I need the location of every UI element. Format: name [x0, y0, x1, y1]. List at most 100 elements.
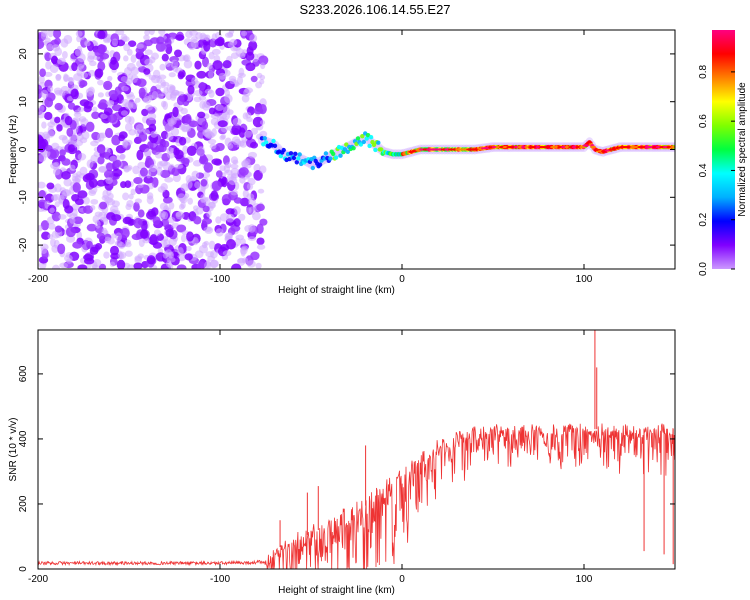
noise-blob: [194, 60, 202, 70]
noise-blob: [167, 216, 176, 224]
noise-blob: [99, 201, 108, 210]
noise-blob: [180, 157, 190, 165]
noise-blob: [83, 105, 92, 113]
noise-blob: [223, 106, 231, 116]
colorbar-tick-label: 0.6: [698, 114, 709, 128]
noise-blob: [159, 202, 168, 211]
noise-blob: [146, 192, 154, 200]
noise-blob: [221, 176, 228, 188]
noise-blob: [199, 32, 207, 41]
noise-blob: [105, 176, 113, 185]
noise-blob: [198, 95, 207, 101]
noise-blob: [56, 124, 63, 132]
noise-blob: [104, 197, 113, 203]
noise-blob: [149, 234, 158, 245]
noise-blob: [260, 62, 266, 70]
snr-xtick-label: 100: [576, 574, 593, 585]
noise-blob: [198, 244, 209, 254]
noise-blob: [206, 62, 213, 70]
noise-blob: [54, 225, 63, 233]
noise-blob: [59, 187, 67, 195]
noise-blob: [208, 240, 216, 250]
noise-blob: [115, 39, 126, 47]
noise-blob: [120, 75, 128, 83]
noise-blob: [81, 244, 88, 253]
noise-blob: [116, 259, 126, 269]
spectrogram-content: [38, 30, 675, 269]
ridge-cell: [264, 140, 269, 145]
ridge-peak: [590, 145, 597, 149]
noise-blob: [90, 198, 99, 205]
noise-blob: [190, 36, 198, 42]
ridge-peak: [670, 145, 675, 149]
noise-blob: [187, 85, 195, 95]
snr-series-line: [38, 423, 675, 569]
noise-blob: [68, 144, 75, 153]
noise-blob: [226, 213, 235, 223]
ridge-cell: [379, 147, 384, 152]
noise-blob: [178, 124, 186, 131]
noise-blob: [40, 247, 48, 255]
noise-blob: [157, 93, 164, 100]
spectrogram-ytick-label: 0: [18, 146, 29, 152]
noise-blob: [202, 128, 211, 137]
noise-blob: [186, 145, 197, 156]
noise-blob: [83, 257, 95, 265]
noise-blob: [90, 154, 99, 164]
noise-blob: [183, 54, 191, 63]
noise-blob: [168, 202, 175, 210]
noise-blob: [186, 245, 192, 252]
noise-blob: [196, 147, 206, 157]
noise-blob: [167, 118, 175, 127]
noise-blob: [90, 204, 96, 211]
noise-blob: [114, 86, 122, 96]
noise-blob: [193, 216, 202, 225]
noise-blob: [239, 197, 250, 207]
noise-blob: [70, 88, 79, 100]
noise-blob: [74, 48, 83, 57]
noise-blob: [117, 251, 127, 260]
noise-blob: [102, 216, 109, 226]
noise-blob: [242, 257, 249, 264]
noise-blob: [45, 145, 53, 152]
noise-blob: [103, 80, 113, 91]
noise-blob: [126, 94, 136, 100]
noise-blob: [120, 110, 129, 116]
noise-blob: [155, 151, 163, 159]
noise-blob: [134, 128, 141, 135]
noise-blob: [257, 188, 265, 194]
noise-blob: [91, 111, 100, 120]
noise-blob: [201, 120, 209, 130]
noise-blob: [50, 238, 56, 247]
noise-blob: [215, 228, 224, 237]
noise-blob: [105, 162, 114, 172]
noise-blob: [47, 30, 54, 38]
noise-blob: [221, 194, 232, 205]
noise-blob: [191, 77, 199, 85]
noise-blob: [123, 165, 130, 173]
noise-blob: [232, 117, 242, 126]
noise-blob: [168, 237, 177, 246]
noise-blob: [250, 75, 258, 83]
noise-blob: [136, 43, 144, 49]
noise-blob: [134, 198, 143, 204]
noise-blob: [74, 198, 85, 206]
ridge-cell: [364, 136, 369, 141]
noise-blob: [127, 40, 137, 48]
noise-blob: [199, 100, 206, 109]
noise-blob: [85, 87, 94, 97]
noise-blob: [61, 171, 71, 180]
noise-blob: [144, 58, 153, 66]
spectrogram-ytick-label: -10: [18, 190, 29, 205]
noise-blob: [38, 181, 46, 189]
noise-blob: [154, 229, 161, 236]
noise-blob: [157, 186, 166, 193]
noise-blob: [75, 30, 83, 37]
noise-blob: [159, 63, 166, 71]
snr-frame: [37, 329, 676, 570]
noise-blob: [156, 166, 163, 176]
noise-blob: [112, 168, 123, 177]
noise-blob: [38, 74, 45, 84]
noise-blob: [146, 255, 156, 265]
